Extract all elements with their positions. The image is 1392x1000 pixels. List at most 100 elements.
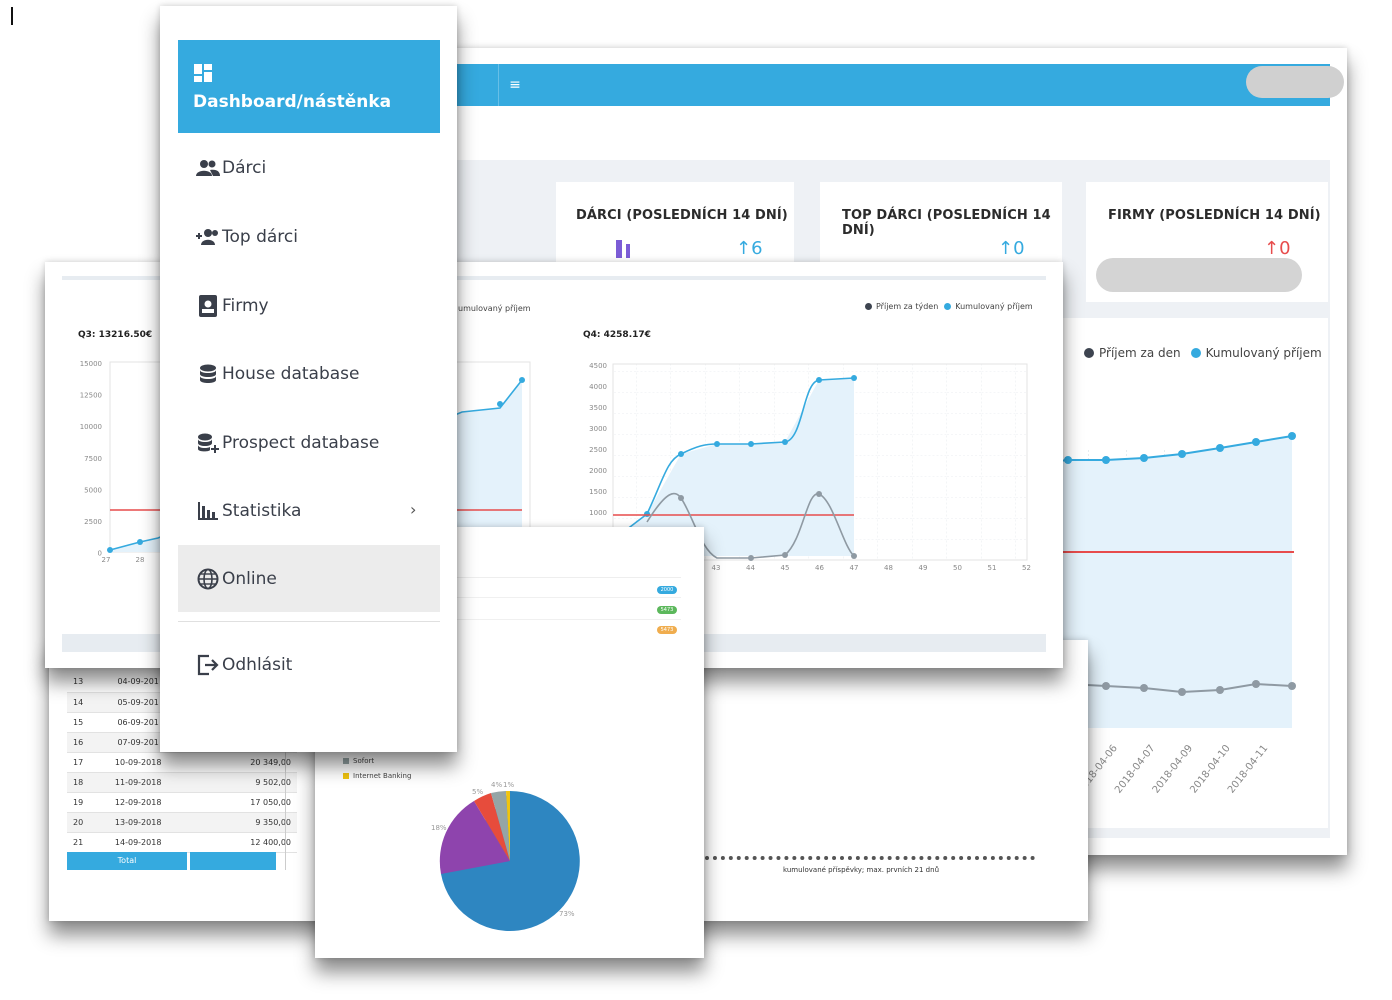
list-row <box>321 600 681 620</box>
total-value <box>190 852 276 870</box>
table-cell: 10-09-2018 <box>89 752 188 773</box>
total-row: Total <box>67 852 187 870</box>
dashboard-icon <box>194 64 212 82</box>
table-cell: 18 <box>67 772 90 793</box>
sidebar-item-online[interactable]: Online <box>178 545 440 612</box>
pie-slice-73 <box>441 791 580 931</box>
rotated-ticks <box>705 856 1035 862</box>
table-cell: 21 <box>67 832 90 853</box>
x-tick-label: 50 <box>953 564 962 572</box>
sidebar-item-top-darci[interactable]: Top dárci <box>178 206 440 268</box>
pie-slice-1 <box>506 790 510 861</box>
q4-cumulative-points <box>644 375 857 517</box>
table-cell: 17 <box>67 752 90 773</box>
payment-pie-chart: 73% 18% 5% 4% 1% <box>431 781 580 931</box>
globe-icon <box>194 568 222 590</box>
legend-dot <box>1084 348 1094 358</box>
q3-title: Q3: 13216.50€ <box>78 330 153 340</box>
list-row <box>321 578 681 598</box>
q4-weekly-points <box>678 491 857 561</box>
legend-label: Příjem za den <box>1099 346 1181 360</box>
sidebar-header-label: Dashboard/nástěnka <box>193 92 392 112</box>
kpi-bars <box>626 244 630 258</box>
pie-label: 73% <box>559 910 575 918</box>
table-cell: 20 349,00 <box>187 752 297 773</box>
table-cell: 13 <box>67 672 90 693</box>
y-tick-label: 4000 <box>589 383 607 391</box>
legend-dot <box>944 303 952 310</box>
chevron-right-icon: › <box>410 500 417 519</box>
hamburger-menu-icon[interactable]: ≡ <box>509 77 521 93</box>
pie-slice-4 <box>491 791 510 861</box>
pie-slice-18 <box>439 801 510 874</box>
legend-label: Kumulovaný příjem <box>1205 346 1322 360</box>
table-row: 20 13-09-2018 9 350,00 <box>67 812 297 833</box>
table-row: 18 11-09-2018 9 502,00 <box>67 772 297 793</box>
database-add-icon <box>194 433 222 453</box>
sidebar-item-darci[interactable]: Dárci <box>178 137 440 199</box>
blurred-value <box>1096 258 1302 292</box>
count-badge: 5473 <box>657 626 677 634</box>
sidebar-item-label: Dárci <box>222 158 267 178</box>
pie-legend-item: Sofort <box>343 757 374 765</box>
x-tick-label: 48 <box>884 564 893 572</box>
bar-chart-icon <box>194 502 222 520</box>
count-badge: 5473 <box>657 606 677 614</box>
kpi-change: ↑6 <box>736 238 763 259</box>
y-tick-label: 2500 <box>589 446 607 454</box>
y-tick-label: 10000 <box>80 423 102 431</box>
y-tick-label: 7500 <box>84 455 102 463</box>
sidebar-item-odhlasit[interactable]: Odhlásit <box>178 634 440 696</box>
table-row: 21 14-09-2018 12 400,00 <box>67 832 297 853</box>
kpi-bars <box>616 240 622 258</box>
pie-label: 18% <box>431 824 447 832</box>
table-cell: 13-09-2018 <box>89 812 188 833</box>
table-cell: 9 350,00 <box>187 812 297 833</box>
kpi-change: ↑0 <box>1264 238 1291 259</box>
table-cell: 20 <box>67 812 90 833</box>
sidebar-item-house-database[interactable]: House database <box>178 343 440 405</box>
user-avatar-blurred[interactable] <box>1246 66 1344 98</box>
y-tick-label: 12500 <box>80 392 102 400</box>
sidebar-header[interactable]: Dashboard/nástěnka <box>178 40 440 133</box>
x-tick-label: 43 <box>712 564 721 572</box>
x-tick-label: 28 <box>136 556 145 564</box>
logout-icon <box>194 654 222 676</box>
table-cell: 17 050,00 <box>187 792 297 813</box>
table-cell: 12 400,00 <box>187 832 297 853</box>
text-cursor <box>11 7 13 25</box>
sidebar-item-label: Prospect database <box>222 433 380 453</box>
table-cell: 12-09-2018 <box>89 792 188 813</box>
y-tick-label: 3000 <box>589 425 607 433</box>
y-tick-label: 4500 <box>589 362 607 370</box>
sidebar-item-statistika[interactable]: Statistika › <box>178 480 440 542</box>
sidebar-item-prospect-database[interactable]: Prospect database <box>178 412 440 474</box>
y-tick-label: 1500 <box>589 488 607 496</box>
y-tick-label: 2500 <box>84 518 102 526</box>
legend-swatch <box>343 773 349 779</box>
q4-chart: 4500 4000 3500 3000 2500 2000 1500 1000 43 44 45 4… <box>589 362 1031 572</box>
sidebar-item-label: Firmy <box>222 296 269 316</box>
pie-legend-item: Internet Banking <box>343 772 411 780</box>
chart-footnote: kumulované příspěvky; max. prvních 21 dn… <box>783 866 939 874</box>
x-tick-label: 47 <box>850 564 859 572</box>
kpi-title: DÁRCI (POSLEDNÍCH 14 DNÍ) <box>576 208 788 223</box>
contact-card-icon <box>194 295 222 317</box>
top-navbar: ≡ <box>446 64 1344 106</box>
table-cell: 19 <box>67 792 90 813</box>
table-cell: 15 <box>67 712 90 733</box>
count-badge: 2000 <box>657 586 677 594</box>
y-tick-label: 2000 <box>589 467 607 475</box>
x-tick-label: 51 <box>988 564 997 572</box>
people-add-icon <box>194 228 222 246</box>
legend-dot <box>865 303 872 310</box>
sidebar-item-firmy[interactable]: Firmy <box>178 275 440 337</box>
q3-legend-label: umulovaný příjem <box>458 304 531 313</box>
kpi-title: TOP DÁRCI (POSLEDNÍCH 14 DNÍ) <box>842 208 1051 238</box>
window-top-strip <box>62 276 1046 280</box>
x-tick-label: 27 <box>102 556 111 564</box>
q4-title: Q4: 4258.17€ <box>583 330 651 340</box>
legend-swatch <box>343 758 349 764</box>
x-tick-label: 49 <box>919 564 928 572</box>
x-tick-label: 45 <box>781 564 790 572</box>
